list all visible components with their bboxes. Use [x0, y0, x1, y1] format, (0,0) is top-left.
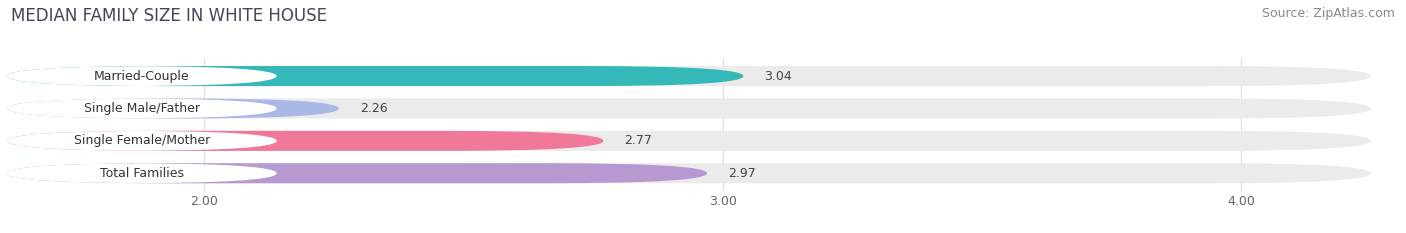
FancyBboxPatch shape	[7, 131, 277, 151]
FancyBboxPatch shape	[7, 163, 707, 183]
FancyBboxPatch shape	[7, 66, 277, 86]
FancyBboxPatch shape	[7, 98, 277, 119]
Text: Source: ZipAtlas.com: Source: ZipAtlas.com	[1261, 7, 1395, 20]
Text: Single Female/Mother: Single Female/Mother	[73, 134, 209, 147]
FancyBboxPatch shape	[7, 66, 1371, 86]
FancyBboxPatch shape	[7, 98, 1371, 119]
Text: 2.77: 2.77	[624, 134, 652, 147]
FancyBboxPatch shape	[7, 163, 1371, 183]
FancyBboxPatch shape	[7, 131, 1371, 151]
FancyBboxPatch shape	[7, 98, 339, 119]
Text: 2.97: 2.97	[728, 167, 755, 180]
FancyBboxPatch shape	[7, 163, 277, 183]
Text: 3.04: 3.04	[763, 70, 792, 82]
FancyBboxPatch shape	[7, 66, 744, 86]
Text: Single Male/Father: Single Male/Father	[84, 102, 200, 115]
FancyBboxPatch shape	[7, 131, 603, 151]
Text: MEDIAN FAMILY SIZE IN WHITE HOUSE: MEDIAN FAMILY SIZE IN WHITE HOUSE	[11, 7, 328, 25]
Text: Total Families: Total Families	[100, 167, 184, 180]
Text: Married-Couple: Married-Couple	[94, 70, 190, 82]
Text: 2.26: 2.26	[360, 102, 387, 115]
